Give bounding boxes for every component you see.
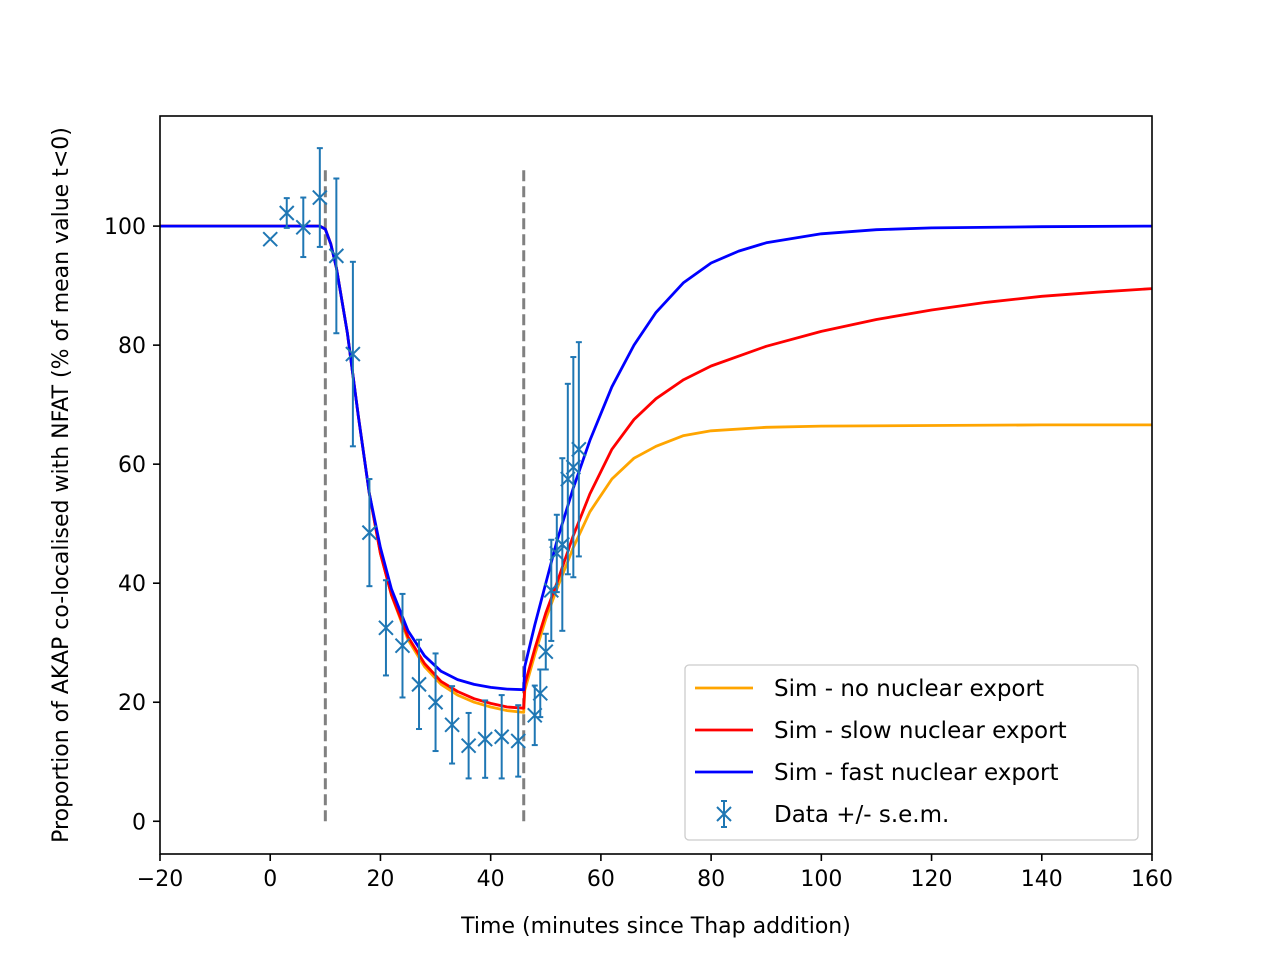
x-marker [532, 685, 548, 702]
x-marker [345, 346, 361, 362]
data-point [510, 704, 526, 778]
legend-swatch-marker [716, 806, 732, 822]
data-point [262, 231, 278, 247]
x-tick-label: 20 [366, 867, 394, 892]
legend-label: Sim - no nuclear export [774, 676, 1044, 702]
x-marker [571, 441, 587, 457]
y-tick-label: 80 [118, 334, 146, 359]
legend: Sim - no nuclear export Sim - slow nuclea… [684, 664, 1139, 841]
y-tick-label: 100 [104, 215, 146, 240]
x-marker [538, 643, 554, 660]
data-point [427, 652, 444, 753]
x-marker [328, 248, 345, 264]
data-point [532, 668, 548, 719]
x-tick-label: 160 [1131, 867, 1173, 892]
legend-label: Data +/- s.e.m. [774, 802, 949, 828]
x-axis: −20 0 20 40 60 80 100 120 140 160 [137, 854, 1173, 892]
y-tick-label: 0 [132, 810, 146, 835]
x-marker [378, 620, 394, 636]
data-point [345, 260, 361, 448]
legend-box [684, 664, 1139, 841]
data-point [493, 694, 510, 780]
data-point [394, 592, 411, 699]
legend-label: Sim - fast nuclear export [774, 760, 1059, 786]
data-point [328, 177, 345, 335]
data-point [279, 197, 295, 229]
legend-entry: Sim - fast nuclear export [695, 760, 1059, 786]
legend-entry: Sim - slow nuclear export [695, 718, 1067, 744]
data-point [411, 638, 427, 731]
legend-entry: Sim - no nuclear export [695, 676, 1044, 702]
x-axis-title: Time (minutes since Thap addition) [460, 914, 851, 939]
data-point [460, 711, 477, 780]
x-marker [394, 637, 411, 654]
x-marker [411, 676, 427, 693]
x-marker [493, 729, 510, 745]
x-tick-label: 40 [477, 867, 505, 892]
x-tick-label: 120 [911, 867, 953, 892]
x-marker [312, 189, 328, 206]
data-point [538, 632, 554, 671]
x-marker [427, 694, 444, 710]
x-marker [295, 219, 311, 236]
x-marker [510, 733, 526, 749]
x-tick-label: 60 [587, 867, 615, 892]
data-point [295, 196, 311, 259]
data-point [361, 478, 378, 588]
series-line [160, 224, 1152, 692]
data-point [378, 579, 394, 677]
data-point [312, 147, 328, 248]
x-tick-label: 140 [1021, 867, 1063, 892]
data-point [477, 699, 493, 779]
x-marker [477, 731, 493, 747]
data-point [571, 341, 587, 558]
legend-entry: Data +/- s.e.m. [716, 800, 949, 828]
y-axis: 0 20 40 60 80 100 [104, 215, 160, 835]
y-axis-title: Proportion of AKAP co-localised with NFA… [49, 127, 74, 843]
legend-label: Sim - slow nuclear export [774, 718, 1067, 744]
x-marker [460, 737, 477, 754]
y-tick-label: 40 [118, 572, 146, 597]
data-point [554, 457, 571, 632]
data-point [444, 685, 460, 765]
x-tick-label: −20 [137, 867, 183, 892]
plot-frame [159, 115, 1153, 855]
x-tick-label: 80 [697, 867, 725, 892]
x-marker [444, 717, 460, 733]
y-tick-label: 20 [118, 691, 146, 716]
plot-area [160, 147, 1152, 822]
x-marker [279, 205, 295, 221]
x-tick-label: 0 [263, 867, 277, 892]
x-marker [262, 231, 278, 247]
x-marker [361, 524, 378, 541]
y-tick-label: 60 [118, 453, 146, 478]
x-tick-label: 100 [800, 867, 842, 892]
